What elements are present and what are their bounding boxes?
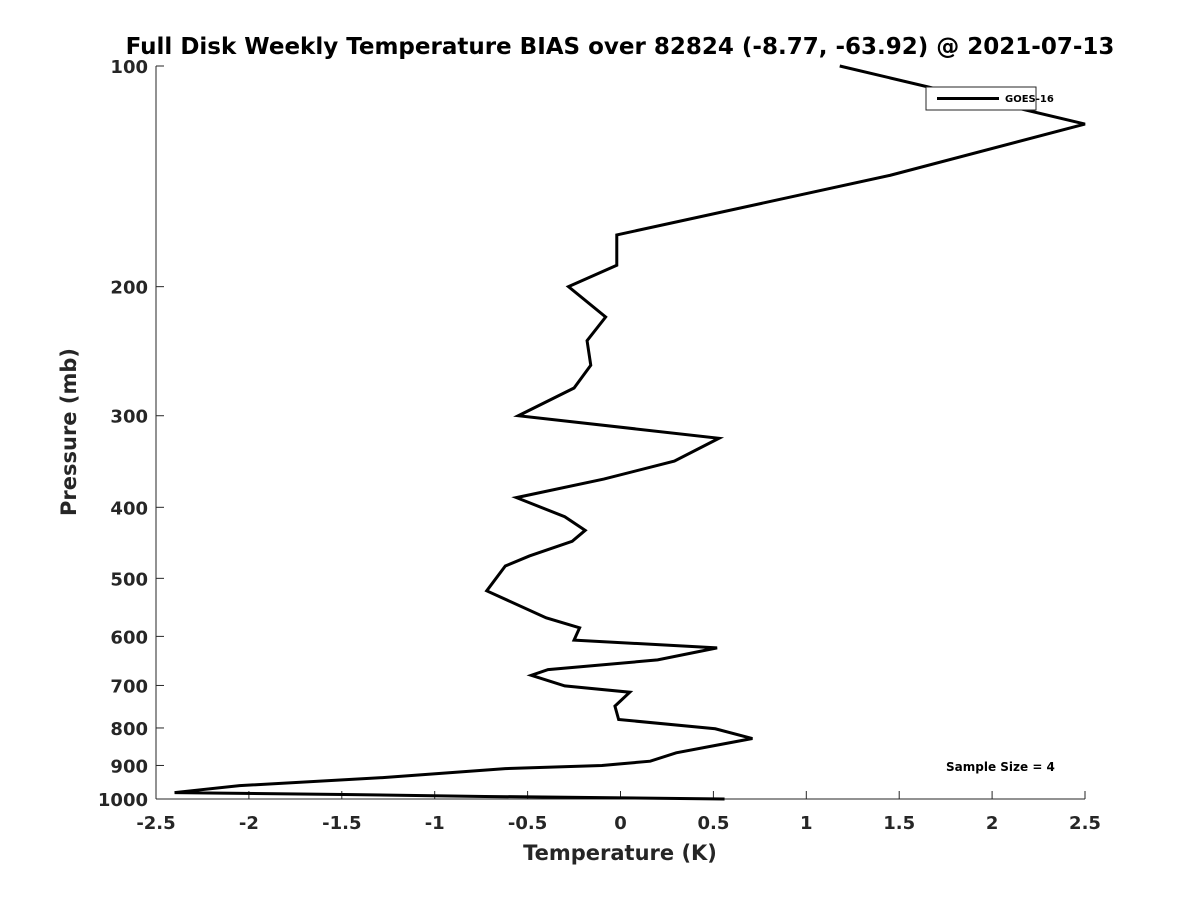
sample-size-annotation: Sample Size = 4 bbox=[946, 760, 1055, 774]
x-tick-label-neg2: -2 bbox=[239, 813, 259, 834]
y-tick-label-800: 800 bbox=[110, 719, 148, 740]
y-tick-label-600: 600 bbox=[110, 627, 148, 648]
x-tick-label-neg0p5: -0.5 bbox=[508, 813, 547, 834]
y-tick-label-900: 900 bbox=[110, 756, 148, 777]
x-tick-label-neg2p5: -2.5 bbox=[136, 813, 175, 834]
chart-title: Full Disk Weekly Temperature BIAS over 8… bbox=[126, 34, 1115, 60]
x-tick-label-1p5: 1.5 bbox=[883, 813, 915, 834]
y-tick-label-500: 500 bbox=[110, 569, 148, 590]
x-tick-label-2p5: 2.5 bbox=[1069, 813, 1101, 834]
x-tick-label-0: 0 bbox=[614, 813, 627, 834]
x-tick-label-0p5: 0.5 bbox=[697, 813, 729, 834]
legend-label-goes-16: GOES-16 bbox=[1005, 94, 1054, 105]
legend: GOES-16 bbox=[925, 86, 1054, 111]
y-tick-label-400: 400 bbox=[110, 498, 148, 519]
y-axis-label: Pressure (mb) bbox=[57, 348, 81, 516]
y-tick-label-700: 700 bbox=[110, 676, 148, 697]
series-layer bbox=[174, 64, 1086, 801]
x-axis-label: Temperature (K) bbox=[523, 841, 717, 865]
y-axis-ticks: 100 200 300 400 500 600 700 800 900 1000 bbox=[98, 57, 164, 811]
y-tick-label-100: 100 bbox=[110, 57, 148, 78]
x-tick-label-2: 2 bbox=[986, 813, 999, 834]
y-tick-label-200: 200 bbox=[110, 278, 148, 299]
series-line-goes-16 bbox=[174, 64, 1086, 801]
y-tick-label-1000: 1000 bbox=[98, 790, 148, 811]
x-tick-label-neg1p5: -1.5 bbox=[322, 813, 361, 834]
y-tick-label-300: 300 bbox=[110, 407, 148, 428]
x-tick-label-neg1: -1 bbox=[425, 813, 445, 834]
x-tick-label-1: 1 bbox=[800, 813, 813, 834]
x-axis-ticks: -2.5 -2 -1.5 -1 -0.5 0 0.5 1 1.5 2 2.5 bbox=[136, 791, 1101, 834]
